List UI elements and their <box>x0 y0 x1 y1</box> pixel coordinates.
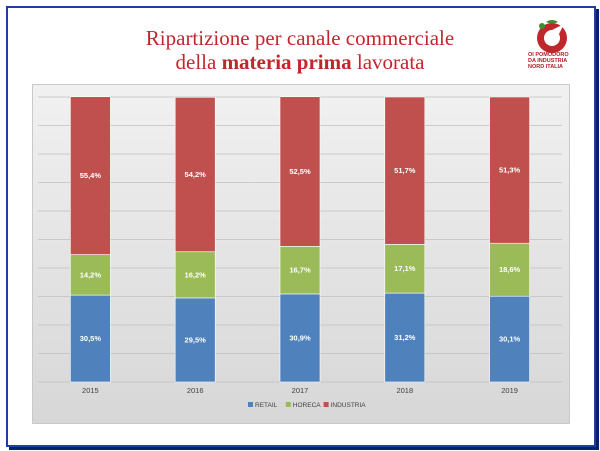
bar-industria-2016 <box>174 96 216 253</box>
legend-label-horeca: HORECA <box>293 402 321 409</box>
legend-swatch-industria <box>323 402 329 407</box>
title-line-2: della materia prima lavorata <box>175 50 425 74</box>
data-label: 51,3% <box>499 166 521 175</box>
bar-industria-2015 <box>70 96 111 255</box>
data-label: 18,6% <box>499 265 521 274</box>
title-line-1: Ripartizione per canale commerciale <box>145 26 455 50</box>
legend-swatch-retail <box>248 402 253 407</box>
data-label: 52,5% <box>289 167 311 176</box>
bar-industria-2018 <box>384 96 426 245</box>
data-label: 54,2% <box>185 170 207 179</box>
bar-retail-2016 <box>174 297 216 383</box>
slide-title: Ripartizione per canale commerciale dell… <box>0 26 600 74</box>
x-tick-label: 2019 <box>501 386 518 395</box>
data-label: 30,1% <box>499 335 521 344</box>
data-label: 30,5% <box>80 334 102 343</box>
data-label: 29,5% <box>185 335 207 344</box>
legend-label-industria: INDUSTRIA <box>331 402 367 409</box>
x-tick-label: 2016 <box>187 386 204 395</box>
x-tick-label: 2018 <box>396 386 413 395</box>
bar-retail-2019 <box>489 295 530 383</box>
bar-horeca-2019 <box>489 242 530 297</box>
x-tick-label: 2015 <box>82 386 99 395</box>
tomato-logo-icon <box>537 20 567 53</box>
x-tick-label: 2017 <box>292 386 309 395</box>
legend-label-retail: RETAIL <box>255 402 278 409</box>
bar-horeca-2016 <box>174 251 216 299</box>
bar-industria-2019 <box>489 96 530 244</box>
data-label: 16,2% <box>185 270 207 279</box>
data-label: 30,9% <box>289 333 311 342</box>
bar-industria-2017 <box>279 96 321 247</box>
legend-swatch-horeca <box>285 402 291 407</box>
data-label: 31,2% <box>394 333 416 342</box>
data-label: 17,1% <box>394 264 416 273</box>
bar-retail-2015 <box>70 294 111 383</box>
bar-horeca-2015 <box>70 254 111 296</box>
data-label: 51,7% <box>394 166 416 175</box>
logo-text: OI POMODORO DA INDUSTRIA NORD ITALIA <box>528 52 569 70</box>
data-label: 55,4% <box>80 171 102 180</box>
bar-retail-2018 <box>384 292 426 383</box>
data-label: 14,2% <box>80 270 102 279</box>
data-label: 16,7% <box>289 266 311 275</box>
